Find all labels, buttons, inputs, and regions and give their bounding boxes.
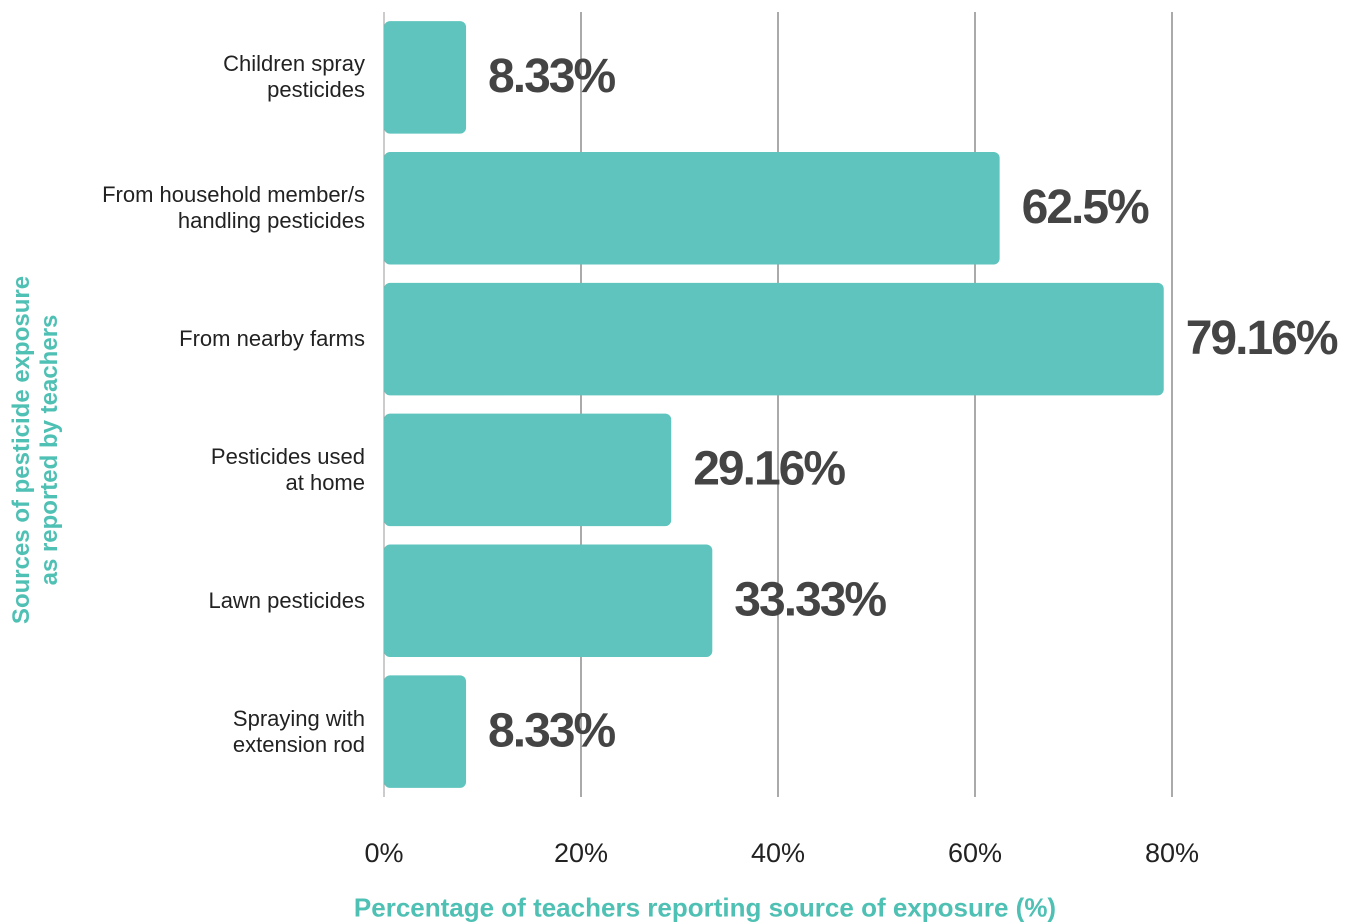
x-tick-label: 40%	[751, 838, 805, 868]
value-label: 62.5%	[1022, 181, 1149, 234]
y-tick-label: From nearby farms	[179, 326, 365, 352]
bar	[384, 544, 713, 658]
value-label: 8.33%	[488, 704, 615, 757]
x-tick-label: 0%	[364, 838, 403, 868]
bar	[384, 21, 467, 134]
value-label: 79.16%	[1186, 312, 1338, 365]
y-tick-label: Lawn pesticides	[208, 587, 365, 613]
x-axis-title: Percentage of teachers reporting source …	[353, 892, 1057, 923]
y-tick-label: Pesticides used at home	[210, 443, 365, 495]
bar	[384, 413, 672, 527]
value-label: 29.16%	[693, 443, 845, 496]
value-label: 8.33%	[488, 50, 615, 103]
bars	[384, 21, 1164, 788]
y-tick-label: Children spray pesticides	[223, 51, 365, 103]
y-tick-label: From household member/s handling pestici…	[102, 182, 365, 234]
x-tick-label: 60%	[948, 838, 1002, 868]
x-tick-label: 20%	[554, 838, 608, 868]
value-label: 33.33%	[734, 573, 886, 626]
grid	[383, 12, 1173, 797]
bar	[384, 151, 1000, 265]
bar	[384, 282, 1164, 396]
bar	[384, 675, 467, 788]
x-tick-label: 80%	[1145, 838, 1199, 868]
y-tick-label: Spraying with extension rod	[232, 705, 365, 757]
